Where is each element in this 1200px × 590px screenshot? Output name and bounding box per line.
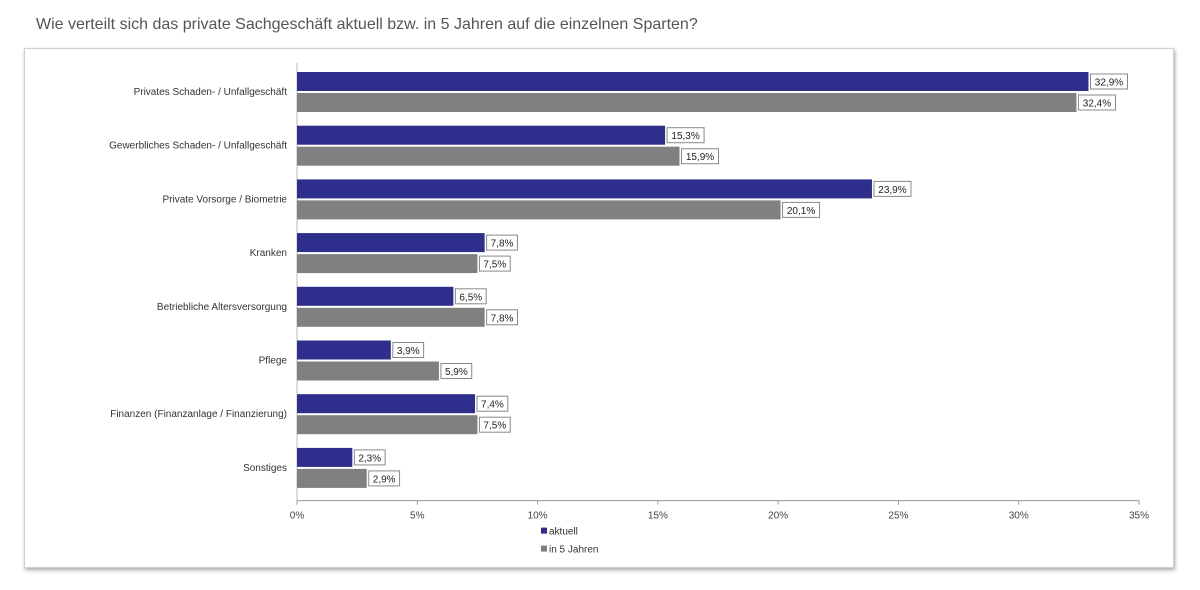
data-label-box — [353, 449, 386, 466]
bar-in-5-jahren — [297, 415, 478, 435]
data-label: 2,3% — [358, 453, 381, 464]
data-label-box — [454, 288, 487, 305]
bar-aktuell — [297, 233, 485, 253]
bar-in-5-jahren — [297, 200, 781, 220]
data-label: 32,4% — [1083, 99, 1111, 110]
data-label: 15,3% — [671, 131, 699, 142]
bar-chart: 0% 5% 10% 15% 20% 25% 30% 35% Privates Schaden- … — [109, 63, 1149, 556]
x-tick-label: 25% — [888, 511, 908, 522]
data-label-box — [873, 180, 912, 197]
data-label-box — [681, 148, 720, 165]
data-label: 7,5% — [483, 421, 506, 432]
bar-aktuell — [297, 340, 391, 360]
x-tick-label: 0% — [290, 511, 305, 522]
data-label: 6,5% — [459, 292, 482, 303]
bar-in-5-jahren — [297, 146, 680, 166]
category-label: Kranken — [250, 248, 287, 259]
data-label: 3,9% — [397, 346, 420, 357]
bar-in-5-jahren — [297, 307, 485, 327]
x-tick-label: 10% — [528, 511, 548, 522]
category-label: Pflege — [259, 356, 288, 367]
data-label: 5,9% — [445, 367, 468, 378]
bar-aktuell — [297, 286, 454, 306]
bar-aktuell — [297, 125, 666, 145]
data-label: 7,5% — [483, 260, 506, 271]
data-label: 15,9% — [686, 152, 714, 163]
data-label-box — [666, 127, 705, 144]
data-label: 20,1% — [787, 206, 815, 217]
x-tick-label: 30% — [1009, 511, 1029, 522]
category-label: Gewerbliches Schaden- / Unfallgeschäft — [109, 141, 287, 152]
data-label-box — [486, 234, 518, 251]
data-label-box — [368, 470, 401, 487]
category-label: Private Vorsorge / Biometrie — [163, 194, 288, 205]
data-label-box — [478, 416, 511, 433]
data-label: 23,9% — [878, 185, 906, 196]
legend-label: in 5 Jahren — [549, 545, 598, 556]
bar-in-5-jahren — [297, 93, 1077, 112]
category-label: Finanzen (Finanzanlage / Finanzierung) — [110, 409, 287, 420]
bar-aktuell — [297, 394, 476, 414]
legend-swatch — [541, 545, 547, 552]
data-label-box — [782, 201, 821, 218]
data-label-box — [478, 255, 511, 272]
data-label-box — [486, 309, 518, 326]
data-label-box — [1089, 73, 1128, 90]
data-label: 2,9% — [373, 474, 396, 485]
bar-in-5-jahren — [297, 361, 439, 381]
category-label: Privates Schaden- / Unfallgeschäft — [134, 87, 288, 98]
legend-swatch — [541, 527, 547, 534]
data-label: 7,8% — [491, 313, 514, 324]
bar-in-5-jahren — [297, 468, 367, 488]
data-label-box — [1077, 94, 1116, 111]
data-label-box — [476, 395, 509, 412]
chart-frame: 0% 5% 10% 15% 20% 25% 30% 35% Privates Schaden- … — [24, 48, 1174, 568]
data-label: 32,9% — [1095, 78, 1123, 89]
data-label-box — [392, 342, 425, 358]
page-title: Wie verteilt sich das private Sachgeschä… — [36, 16, 698, 33]
bar-aktuell — [297, 447, 353, 467]
bar-aktuell — [297, 72, 1089, 91]
category-label: Betriebliche Altersversorgung — [157, 302, 287, 313]
data-label-box — [440, 363, 473, 379]
x-tick-label: 20% — [768, 511, 788, 522]
x-tick-label: 15% — [648, 511, 668, 522]
x-tick-label: 35% — [1129, 511, 1149, 522]
data-label: 7,4% — [481, 400, 504, 411]
data-label: 7,8% — [491, 239, 514, 250]
x-tick-label: 5% — [410, 511, 425, 522]
bar-in-5-jahren — [297, 254, 478, 274]
category-label: Sonstiges — [243, 463, 287, 474]
legend-label: aktuell — [549, 527, 578, 538]
bar-aktuell — [297, 179, 872, 199]
